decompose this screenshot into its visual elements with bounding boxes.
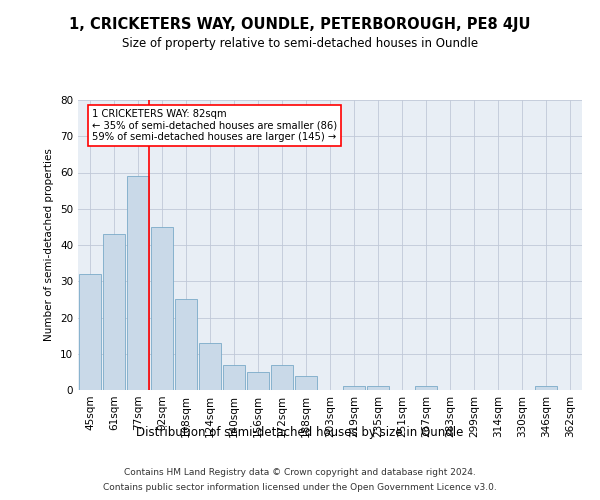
Bar (295, 376, 317, 390)
Bar (415, 386, 437, 390)
Bar (535, 386, 557, 390)
Y-axis label: Number of semi-detached properties: Number of semi-detached properties (44, 148, 55, 342)
Text: Contains public sector information licensed under the Open Government Licence v3: Contains public sector information licen… (103, 483, 497, 492)
Bar (103, 234, 125, 390)
Bar (271, 364, 293, 390)
Text: Size of property relative to semi-detached houses in Oundle: Size of property relative to semi-detach… (122, 38, 478, 51)
Bar (247, 372, 269, 390)
Bar (199, 343, 221, 390)
Bar (367, 386, 389, 390)
Bar (151, 227, 173, 390)
Bar (79, 274, 101, 390)
Text: Distribution of semi-detached houses by size in Oundle: Distribution of semi-detached houses by … (136, 426, 464, 439)
Bar (343, 386, 365, 390)
Bar (175, 300, 197, 390)
Text: 1 CRICKETERS WAY: 82sqm
← 35% of semi-detached houses are smaller (86)
59% of se: 1 CRICKETERS WAY: 82sqm ← 35% of semi-de… (92, 109, 337, 142)
Bar (127, 176, 149, 390)
Text: Contains HM Land Registry data © Crown copyright and database right 2024.: Contains HM Land Registry data © Crown c… (124, 468, 476, 477)
Bar (223, 364, 245, 390)
Text: 1, CRICKETERS WAY, OUNDLE, PETERBOROUGH, PE8 4JU: 1, CRICKETERS WAY, OUNDLE, PETERBOROUGH,… (69, 18, 531, 32)
